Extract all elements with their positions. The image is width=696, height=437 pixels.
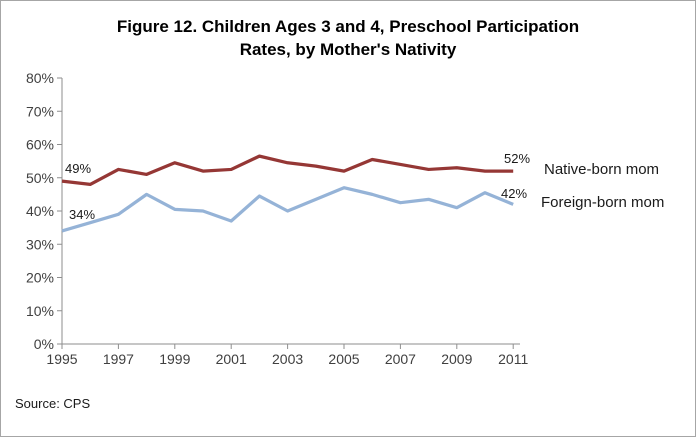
x-axis-tick-label: 2001 (216, 351, 247, 367)
data-label-foreign-2011: 42% (501, 186, 528, 201)
source-note: Source: CPS (15, 396, 91, 411)
x-axis-tick-label: 2009 (441, 351, 472, 367)
y-axis-tick-label: 80% (26, 70, 54, 86)
x-axis-tick-label: 2011 (498, 351, 528, 367)
x-axis-tick-label: 2005 (328, 351, 359, 367)
series-line-foreign-born-mom (61, 186, 514, 233)
y-axis-tick-label: 40% (26, 203, 54, 219)
series-label-native-born: Native-born mom (544, 161, 660, 178)
x-axis-tick-label: 1995 (46, 351, 77, 367)
y-axis-tick-label: 10% (26, 303, 54, 319)
y-axis-tick-label: 70% (26, 103, 54, 119)
chart-title-line1: Figure 12. Children Ages 3 and 4, Presch… (116, 17, 580, 36)
chart-title-line2: Rates, by Mother's Nativity (239, 40, 457, 59)
y-axis-tick-label: 0% (34, 336, 54, 352)
y-axis-tick-label: 60% (26, 137, 54, 153)
data-label-native-1995: 49% (65, 161, 92, 176)
series-line-native-born-mom (61, 154, 514, 187)
x-axis-tick-label: 1997 (103, 351, 134, 367)
y-axis-tick-label: 30% (26, 236, 54, 252)
x-axis-tick-label: 2007 (385, 351, 416, 367)
x-axis-tick-label: 2003 (272, 351, 303, 367)
data-label-native-2011: 52% (504, 151, 531, 166)
series-label-foreign-born: Foreign-born mom (541, 194, 665, 211)
data-label-foreign-1995: 34% (69, 207, 96, 222)
x-axis-tick-label: 1999 (159, 351, 190, 367)
chart-title: Figure 12. Children Ages 3 and 4, Presch… (1, 15, 695, 61)
y-axis-tick-label: 20% (26, 270, 54, 286)
y-axis-tick-label: 50% (26, 170, 54, 186)
